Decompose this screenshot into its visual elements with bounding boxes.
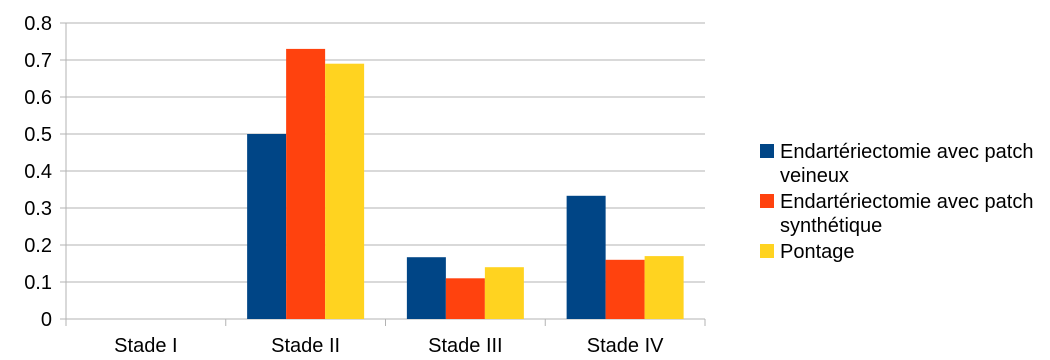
legend-label-3: Pontage [780, 241, 855, 263]
chart-legend: Endartériectomie avec patch veineux Enda… [760, 140, 1050, 266]
bar-3-4 [644, 256, 684, 319]
bar-2-4 [605, 259, 645, 319]
y-tick-label: 0.4 [24, 161, 52, 183]
bar-1-3 [406, 257, 446, 319]
y-tick-label: 0.6 [24, 87, 52, 109]
bar-3-2 [325, 63, 365, 320]
y-tick-label: 0.1 [24, 272, 52, 294]
bar-3-3 [484, 267, 524, 319]
y-tick-label: 0.7 [24, 50, 52, 72]
bar-2-2 [286, 48, 326, 320]
y-tick-label: 0.3 [24, 198, 52, 220]
legend-item-3: Pontage [760, 240, 1050, 264]
bar-2-3 [445, 278, 485, 319]
legend-label-2: Endartériectomie avec patch synthétique [780, 191, 1034, 237]
y-tick-label: 0.2 [24, 235, 52, 257]
x-tick-label: Stade III [428, 335, 503, 357]
y-tick-label: 0.5 [24, 124, 52, 146]
legend-swatch-2 [760, 194, 774, 208]
legend-swatch-3 [760, 244, 774, 258]
x-tick-label: Stade II [271, 335, 340, 357]
bar-chart: 0 0.1 0.2 0.3 0.4 0.5 0.6 0.7 0.8 Stade I Stade II… [24, 13, 706, 357]
y-tick-label: 0.8 [24, 13, 52, 35]
x-tick-label: Stade IV [587, 335, 664, 357]
legend-item-2: Endartériectomie avec patch synthétique [760, 190, 1050, 238]
legend-label-1: Endartériectomie avec patch veineux [780, 141, 1034, 187]
x-tick-label: Stade I [114, 335, 177, 357]
bar-1-2 [247, 134, 287, 319]
legend-item-1: Endartériectomie avec patch veineux [760, 140, 1050, 188]
bar-1-4 [566, 195, 606, 319]
y-tick-label: 0 [41, 309, 52, 331]
legend-swatch-1 [760, 144, 774, 158]
